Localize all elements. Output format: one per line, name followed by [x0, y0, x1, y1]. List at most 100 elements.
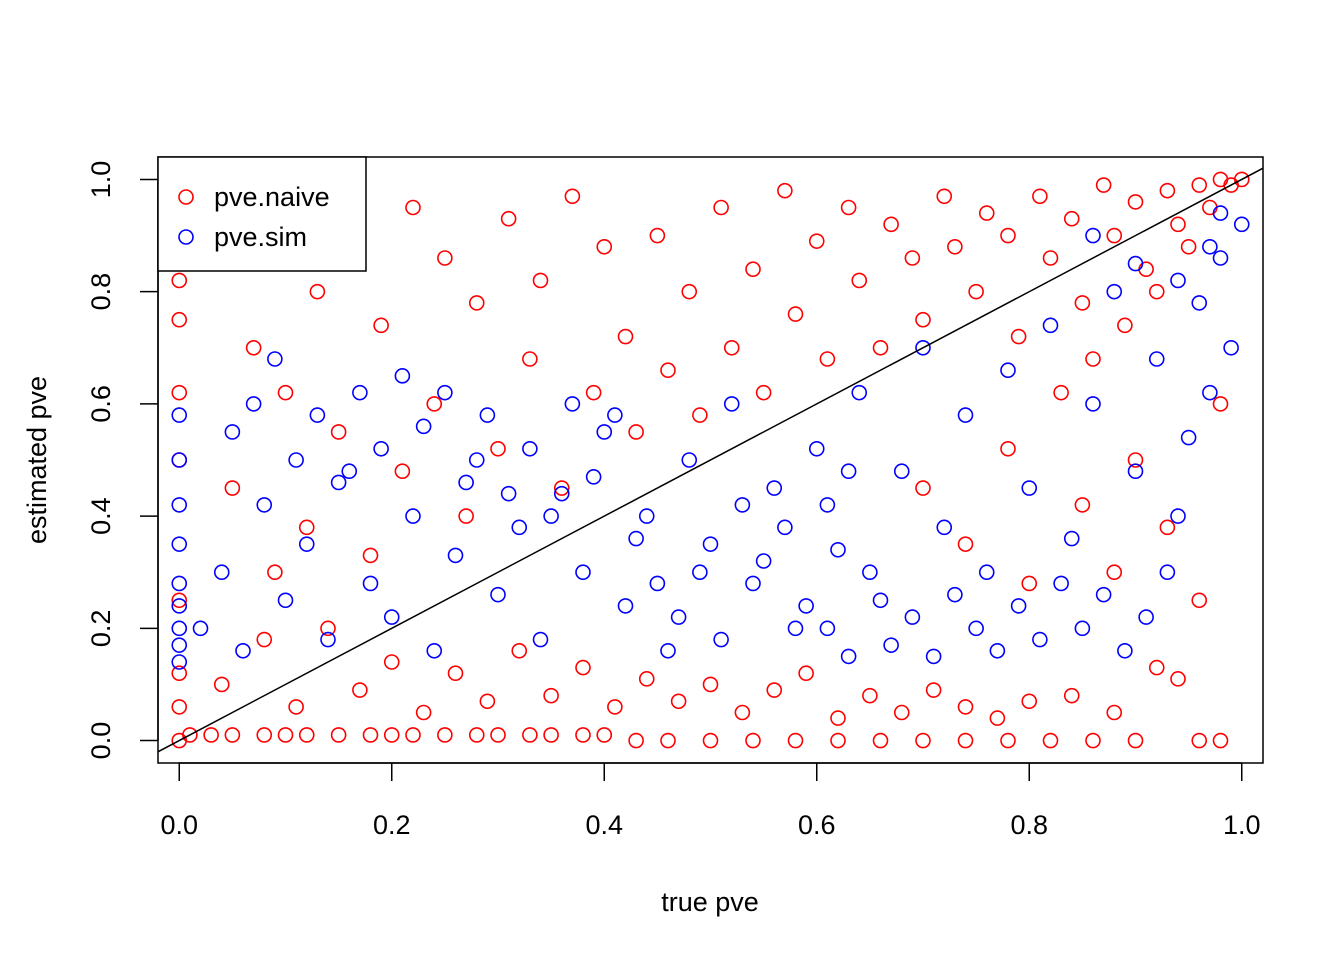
point-pve-naive-25 [596, 727, 613, 743]
point-pve-naive-54 [437, 250, 453, 266]
point-pve-naive-108 [1117, 317, 1133, 334]
point-pve-naive-77 [808, 233, 825, 249]
point-pve-sim-35 [745, 575, 761, 592]
point-pve-naive-122 [575, 659, 591, 676]
point-pve-sim-64 [1117, 642, 1133, 659]
point-pve-naive-87 [968, 283, 984, 300]
point-pve-sim-96 [585, 469, 602, 485]
point-pve-naive-114 [320, 620, 336, 637]
y-axis: 0.0 0.2 0.4 0.6 0.8 1.0 [86, 161, 159, 759]
point-pve-sim-45 [957, 407, 974, 423]
point-pve-naive-62 [564, 188, 581, 205]
point-pve-sim-11 [235, 642, 251, 659]
point-pve-sim-12 [256, 497, 273, 513]
point-pve-naive-56 [468, 295, 485, 311]
point-pve-sim-25 [532, 631, 549, 648]
point-pve-sim-106 [798, 598, 814, 614]
point-pve-sim-71 [968, 620, 984, 637]
reference-line [158, 167, 1263, 753]
point-pve-naive-13 [277, 727, 294, 743]
point-pve-sim-54 [1148, 351, 1165, 367]
x-axis-title: true pve [661, 887, 759, 917]
x-tick-label-4: 0.8 [1010, 810, 1048, 840]
point-pve-naive-47 [330, 424, 347, 440]
point-pve-sim-74 [904, 609, 921, 625]
point-pve-sim-98 [628, 530, 644, 547]
point-pve-sim-24 [511, 519, 528, 536]
point-pve-naive-29 [745, 732, 761, 749]
x-tick-label-2: 0.4 [585, 810, 623, 840]
point-pve-sim-48 [1021, 480, 1038, 496]
point-pve-naive-148 [1159, 519, 1176, 536]
point-pve-naive-127 [734, 704, 751, 721]
point-pve-naive-144 [1021, 575, 1038, 592]
point-pve-sim-2 [171, 575, 188, 592]
point-pve-sim-78 [819, 620, 836, 637]
point-pve-naive-106 [1180, 238, 1197, 255]
point-pve-naive-27 [660, 732, 676, 749]
point-pve-sim-97 [607, 407, 623, 423]
point-pve-naive-119 [479, 693, 496, 710]
point-pve-naive-73 [745, 261, 761, 278]
point-pve-naive-118 [447, 665, 464, 682]
point-pve-sim-101 [692, 564, 708, 581]
point-pve-naive-147 [1127, 452, 1144, 468]
point-pve-naive-65 [617, 328, 634, 345]
point-pve-sim-20 [426, 642, 443, 659]
point-pve-sim-111 [1170, 272, 1186, 289]
point-pve-naive-75 [777, 182, 793, 199]
point-pve-naive-10 [203, 727, 219, 743]
point-pve-naive-21 [490, 727, 506, 743]
point-pve-naive-35 [1000, 732, 1016, 749]
series-pve-naive [171, 171, 1250, 749]
point-pve-sim-67 [1053, 575, 1069, 592]
point-pve-naive-91 [1032, 188, 1048, 205]
point-pve-sim-43 [915, 339, 931, 356]
point-pve-naive-57 [490, 440, 506, 457]
point-pve-sim-102 [713, 631, 729, 648]
point-pve-naive-88 [978, 205, 995, 221]
point-pve-naive-64 [596, 238, 613, 255]
point-pve-sim-80 [245, 396, 262, 412]
point-pve-sim-6 [171, 407, 188, 423]
point-pve-sim-49 [1042, 317, 1059, 334]
point-pve-sim-89 [437, 384, 453, 401]
point-pve-naive-28 [702, 732, 719, 749]
point-pve-sim-95 [564, 396, 581, 412]
point-pve-naive-44 [277, 384, 294, 401]
point-pve-sim-16 [341, 463, 358, 480]
point-pve-naive-146 [1106, 564, 1123, 581]
point-pve-naive-26 [628, 732, 644, 749]
point-pve-naive-1 [171, 592, 188, 609]
point-pve-naive-11 [224, 727, 241, 743]
point-pve-naive-20 [468, 727, 485, 743]
point-pve-naive-39 [1191, 732, 1208, 749]
x-tick-label-0: 0.0 [160, 810, 198, 840]
point-pve-naive-135 [989, 710, 1006, 726]
point-pve-sim-60 [1202, 384, 1218, 401]
point-pve-naive-58 [500, 210, 517, 227]
point-pve-naive-107 [1148, 283, 1165, 300]
point-pve-naive-139 [1148, 659, 1165, 676]
point-pve-sim-22 [468, 452, 485, 468]
legend-label-pve-naive: pve.naive [214, 182, 330, 212]
legend-label-pve-sim: pve.sim [214, 222, 307, 252]
point-pve-naive-55 [458, 508, 474, 524]
point-pve-sim-62 [1159, 564, 1176, 581]
point-pve-naive-81 [872, 339, 889, 356]
point-pve-sim-42 [893, 463, 910, 480]
point-pve-naive-110 [1053, 384, 1069, 401]
point-pve-naive-86 [947, 238, 963, 255]
point-pve-sim-19 [405, 508, 421, 524]
point-pve-sim-66 [1074, 620, 1091, 637]
point-pve-naive-83 [904, 250, 921, 266]
point-pve-sim-8 [171, 598, 188, 614]
point-pve-sim-5 [171, 452, 188, 468]
point-pve-naive-89 [1000, 227, 1016, 244]
point-pve-naive-3 [171, 384, 188, 401]
point-pve-naive-4 [171, 311, 188, 328]
point-pve-sim-15 [320, 631, 336, 648]
legend-marker-pve-sim [178, 229, 194, 245]
point-pve-naive-137 [1063, 687, 1080, 704]
point-pve-naive-93 [1063, 210, 1080, 227]
